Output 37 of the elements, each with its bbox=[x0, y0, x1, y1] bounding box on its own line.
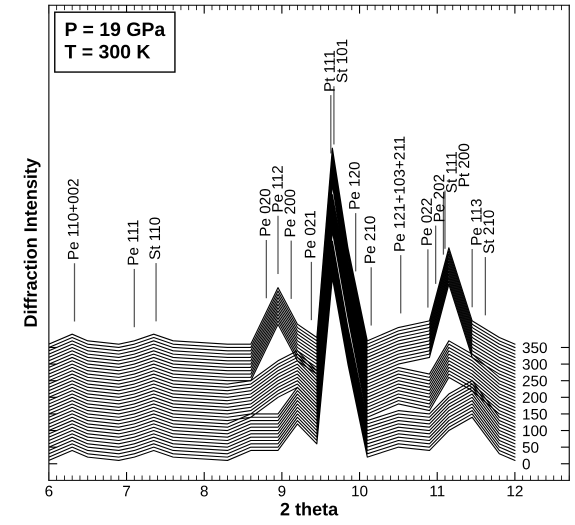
x-axis-title: 2 theta bbox=[280, 502, 338, 516]
annotation: P = 19 GPa bbox=[66, 22, 166, 36]
ref-line-label: Pe 021 bbox=[304, 211, 316, 258]
x-tick-label: 6 bbox=[45, 486, 52, 496]
ref-line-label: Pe 110+002 bbox=[68, 179, 79, 259]
ref-line-label: Pe 210 bbox=[364, 216, 376, 263]
x-tick-label: 12 bbox=[508, 486, 523, 496]
ref-line-label: Pe 200 bbox=[284, 190, 296, 236]
y-tick-label: 300 bbox=[522, 358, 547, 370]
x-tick-label: 11 bbox=[430, 486, 444, 496]
x-tick-label: 9 bbox=[278, 486, 286, 496]
y-tick-label: 250 bbox=[522, 376, 547, 386]
ref-line-label: St 111 bbox=[446, 152, 457, 192]
y-tick-label: 150 bbox=[523, 408, 547, 420]
x-tick-label: 8 bbox=[200, 486, 208, 496]
x-tick-label: 7 bbox=[123, 486, 130, 496]
x-tick-label: 10 bbox=[352, 486, 368, 496]
y-tick-label: 200 bbox=[522, 392, 547, 403]
ref-line-label: Pt 111 bbox=[324, 50, 335, 91]
y-tick-label: 100 bbox=[523, 425, 547, 436]
ref-line-label: Pe 111 bbox=[128, 220, 138, 265]
ref-line-label: St 101 bbox=[336, 40, 348, 82]
y-tick-label: 0 bbox=[522, 458, 530, 470]
y-tick-label: 350 bbox=[522, 342, 547, 354]
ref-line-label: Pe 202 bbox=[434, 174, 444, 222]
y-tick-label: 50 bbox=[522, 442, 538, 453]
ref-line-label: Pe 020 bbox=[260, 188, 270, 236]
ref-line-label: Pe 121+103+211 bbox=[394, 136, 405, 251]
ref-line-label: Pe 120 bbox=[348, 162, 360, 209]
ref-line-label: St 110 bbox=[149, 217, 160, 260]
ref-line-label: St 210 bbox=[483, 210, 494, 254]
y-axis-title: Diffraction Intensity bbox=[24, 158, 41, 326]
ref-line-label: Pt 200 bbox=[458, 144, 470, 186]
ref-line-label: Pe 022 bbox=[421, 198, 432, 245]
ref-line-label: Pe 112 bbox=[272, 166, 283, 212]
annotation: T = 300 K bbox=[64, 44, 150, 59]
ref-line-label: Pe 113 bbox=[470, 199, 482, 245]
